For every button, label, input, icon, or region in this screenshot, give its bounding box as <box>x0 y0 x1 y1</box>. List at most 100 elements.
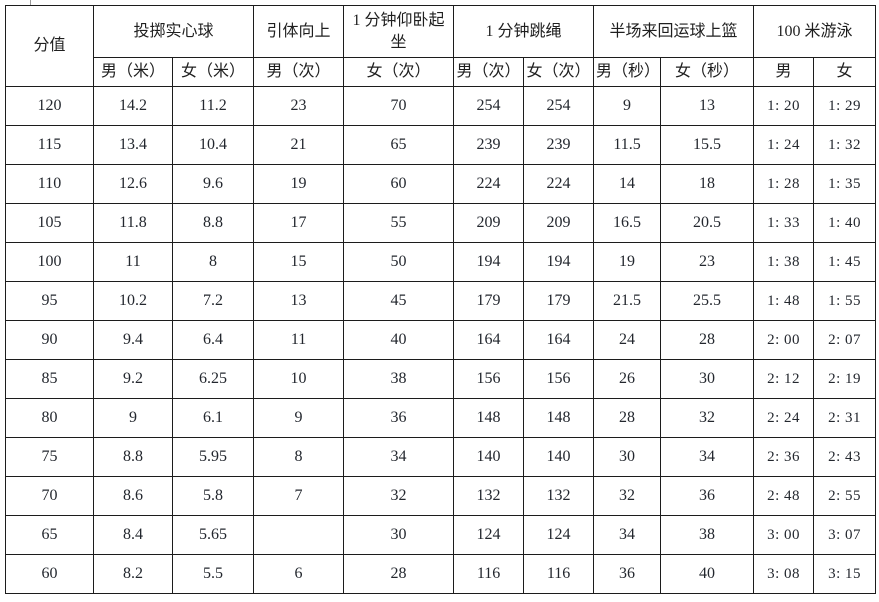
value-cell: 28 <box>660 320 755 360</box>
table-row: 100 11 8 15 50 194 194 19 23 1: 38 1: 45 <box>5 242 877 282</box>
value-cell: 36 <box>593 554 662 594</box>
value-cell: 224 <box>523 164 595 204</box>
value-cell: 36 <box>343 398 455 438</box>
value-cell: 9 <box>253 398 345 438</box>
value-cell: 10.2 <box>93 281 173 321</box>
value-cell: 32 <box>660 398 755 438</box>
value-cell: 9 <box>93 398 173 438</box>
value-cell: 209 <box>453 203 525 243</box>
value-cell: 124 <box>523 515 595 555</box>
table-row: 115 13.4 10.4 21 65 239 239 11.5 15.5 1: 24 1: 32 <box>5 125 877 165</box>
value-cell: 2: 12 <box>753 359 815 399</box>
value-cell: 11.2 <box>171 86 255 126</box>
value-cell: 1: 29 <box>813 86 877 126</box>
value-cell: 132 <box>453 476 525 516</box>
value-cell: 15 <box>253 242 345 282</box>
value-cell: 7.2 <box>171 281 255 321</box>
value-cell: 156 <box>453 359 525 399</box>
value-cell: 5.95 <box>171 437 255 477</box>
sub-column-header: 女（次） <box>343 57 455 87</box>
value-cell: 40 <box>343 320 455 360</box>
value-cell: 38 <box>343 359 455 399</box>
value-cell: 24 <box>593 320 662 360</box>
value-cell: 2: 24 <box>753 398 815 438</box>
value-cell: 16.5 <box>593 203 662 243</box>
value-cell: 2: 36 <box>753 437 815 477</box>
event-group-header: 100 米游泳 <box>753 5 877 58</box>
score-cell: 100 <box>5 242 94 282</box>
value-cell: 1: 38 <box>753 242 815 282</box>
value-cell: 5.5 <box>171 554 255 594</box>
value-cell: 34 <box>593 515 662 555</box>
sub-column-header: 女 <box>813 57 877 87</box>
value-cell: 3: 15 <box>813 554 877 594</box>
header-row-subcolumns: 男（米） 女（米） 男（次） 女（次） 男（次） 女（次） 男（秒） 女（秒）男女 <box>6 57 877 87</box>
value-cell: 6.4 <box>171 320 255 360</box>
value-cell: 17 <box>253 203 345 243</box>
sub-column-header: 男（米） <box>93 57 173 87</box>
sub-column-header: 女（秒） <box>660 57 755 87</box>
sub-column-header: 女（次） <box>523 57 595 87</box>
sub-column-header: 男（次） <box>453 57 525 87</box>
table-row: 90 9.4 6.4 11 40 164 164 24 28 2: 00 2: 07 <box>5 320 877 360</box>
value-cell: 140 <box>523 437 595 477</box>
event-group-header: 引体向上 <box>253 5 345 58</box>
value-cell: 164 <box>523 320 595 360</box>
value-cell: 12.6 <box>93 164 173 204</box>
value-cell: 19 <box>593 242 662 282</box>
score-cell: 110 <box>5 164 94 204</box>
value-cell: 224 <box>453 164 525 204</box>
value-cell: 164 <box>453 320 525 360</box>
value-cell: 148 <box>523 398 595 438</box>
value-cell: 15.5 <box>660 125 755 165</box>
value-cell: 9 <box>593 86 662 126</box>
value-cell: 140 <box>453 437 525 477</box>
value-cell: 116 <box>453 554 525 594</box>
value-cell: 45 <box>343 281 455 321</box>
pe-scoring-table: 分值 投掷实心球 引体向上 1 分钟仰卧起坐 1 分钟跳绳 半场来回运球上篮 100 米游泳… <box>5 5 877 594</box>
value-cell: 2: 07 <box>813 320 877 360</box>
value-cell: 1: 48 <box>753 281 815 321</box>
value-cell: 19 <box>253 164 345 204</box>
value-cell: 18 <box>660 164 755 204</box>
sub-column-header: 男 <box>753 57 815 87</box>
value-cell: 60 <box>343 164 455 204</box>
value-cell: 1: 20 <box>753 86 815 126</box>
value-cell: 7 <box>253 476 345 516</box>
score-cell: 95 <box>5 281 94 321</box>
score-cell: 85 <box>5 359 94 399</box>
scan-artifact <box>30 0 31 5</box>
value-cell: 179 <box>523 281 595 321</box>
score-cell: 60 <box>5 554 94 594</box>
event-group-header: 投掷实心球 <box>92 5 255 58</box>
value-cell: 148 <box>453 398 525 438</box>
value-cell: 6.1 <box>171 398 255 438</box>
value-cell: 13 <box>253 281 345 321</box>
value-cell: 3: 08 <box>753 554 815 594</box>
score-cell: 90 <box>5 320 94 360</box>
header-row-groups: 分值 投掷实心球 引体向上 1 分钟仰卧起坐 1 分钟跳绳 半场来回运球上篮 100 米游泳 <box>5 5 877 87</box>
value-cell: 5.8 <box>171 476 255 516</box>
value-cell: 8 <box>253 437 345 477</box>
sub-column-header: 女（米） <box>171 57 255 87</box>
value-cell: 32 <box>343 476 455 516</box>
value-cell: 8.8 <box>171 203 255 243</box>
value-cell: 1: 35 <box>813 164 877 204</box>
value-cell: 8.6 <box>93 476 173 516</box>
value-cell: 65 <box>343 125 455 165</box>
value-cell: 9.6 <box>171 164 255 204</box>
table-row: 120 14.2 11.2 23 70 254 254 9 13 1: 20 1: 29 <box>5 86 877 126</box>
value-cell: 11 <box>253 320 345 360</box>
value-cell: 10.4 <box>171 125 255 165</box>
value-cell: 1: 28 <box>753 164 815 204</box>
table-header: 分值 投掷实心球 引体向上 1 分钟仰卧起坐 1 分钟跳绳 半场来回运球上篮 100 米游泳… <box>5 5 877 87</box>
value-cell <box>253 515 345 555</box>
value-cell: 30 <box>593 437 662 477</box>
value-cell: 40 <box>660 554 755 594</box>
table-row: 60 8.2 5.5 6 28 116 116 36 40 3: 08 3: 15 <box>5 554 877 594</box>
score-cell: 70 <box>5 476 94 516</box>
value-cell: 9.2 <box>93 359 173 399</box>
score-cell: 115 <box>5 125 94 165</box>
score-cell: 80 <box>5 398 94 438</box>
value-cell: 8.4 <box>93 515 173 555</box>
